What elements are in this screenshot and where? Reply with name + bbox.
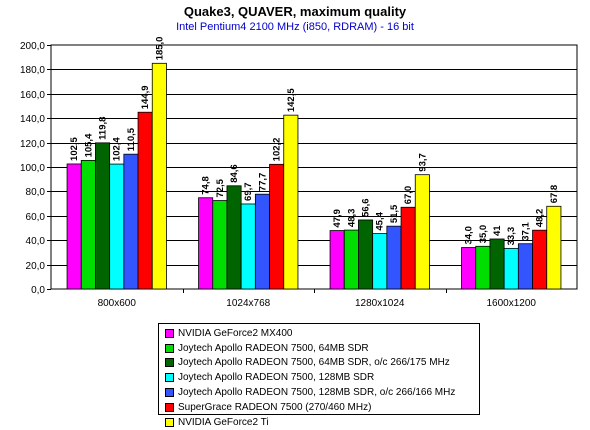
data-label: 35,0: [478, 225, 489, 244]
data-label: 77,7: [257, 173, 268, 192]
legend-item: Joytech Apollo RADEON 7500, 128MB SDR: [165, 370, 479, 385]
data-label: 47,9: [332, 209, 343, 228]
y-tick-label: 80,0: [26, 187, 46, 198]
bar: [386, 225, 402, 290]
x-tick-label: 1024x768: [226, 298, 270, 309]
bar: [80, 160, 96, 290]
y-tick-label: 140,0: [20, 114, 45, 125]
legend-label: NVIDIA GeForce2 MX400: [178, 327, 293, 339]
legend-label: Joytech Apollo RADEON 7500, 64MB SDR: [178, 342, 369, 354]
data-label: 144,9: [140, 85, 151, 109]
bar: [372, 233, 388, 290]
bar: [226, 185, 242, 290]
data-label: 51,5: [389, 204, 400, 223]
bar: [109, 163, 125, 290]
bar: [329, 230, 345, 290]
legend-swatch: [165, 343, 174, 353]
legend-swatch: [165, 388, 174, 398]
bar: [343, 229, 359, 290]
bar: [503, 247, 519, 290]
data-label: 102,4: [112, 137, 123, 161]
bar: [254, 193, 270, 290]
bar: [198, 197, 214, 290]
bar: [95, 142, 111, 290]
bar: [269, 163, 285, 290]
chart-subtitle: Intel Pentium4 2100 MHz (i850, RDRAM) - …: [176, 21, 414, 33]
data-label: 45,4: [375, 211, 386, 230]
y-tick-label: 20,0: [26, 261, 46, 272]
bar: [240, 203, 256, 290]
bar: [461, 247, 477, 290]
data-label: 48,2: [535, 209, 546, 228]
legend-swatch: [165, 328, 174, 338]
bar-chart: 0,0 20,0 40,0 60,0 80,0 100,0 120,0 140,0 160,0 1…: [20, 37, 578, 309]
data-label: 41: [492, 225, 503, 236]
data-label: 67,8: [549, 185, 560, 204]
y-tick-label: 120,0: [20, 139, 45, 150]
legend-swatch: [165, 402, 174, 412]
bar: [489, 238, 505, 290]
chart-legend: NVIDIA GeForce2 MX400 Joytech Apollo RADE…: [158, 323, 480, 428]
data-label: 72,5: [215, 178, 226, 197]
legend-item: Joytech Apollo RADEON 7500, 64MB SDR, o/…: [165, 356, 479, 371]
legend-swatch: [165, 373, 174, 383]
y-tick-label: 160,0: [20, 90, 45, 101]
y-tick-label: 60,0: [26, 212, 46, 223]
legend-item: NVIDIA GeForce2 Ti: [165, 415, 479, 430]
legend-item: NVIDIA GeForce2 MX400: [165, 326, 479, 341]
data-label: 74,8: [201, 176, 212, 195]
legend-item: SuperGrace RADEON 7500 (270/460 MHz): [165, 400, 479, 415]
bar: [414, 174, 430, 290]
data-label: 37,1: [520, 222, 531, 241]
legend-item: Joytech Apollo RADEON 7500, 128MB SDR, o…: [165, 385, 479, 400]
bar: [400, 206, 416, 290]
bar: [283, 114, 299, 290]
y-tick-label: 180,0: [20, 65, 45, 76]
data-label: 105,4: [83, 133, 94, 157]
bar: [151, 62, 167, 290]
y-tick-label: 0,0: [31, 285, 45, 296]
data-label: 102,2: [272, 138, 283, 162]
data-label: 110,5: [126, 127, 137, 151]
y-tick-label: 100,0: [20, 163, 45, 174]
legend-label: Joytech Apollo RADEON 7500, 128MB SDR, o…: [178, 387, 456, 399]
legend-label: SuperGrace RADEON 7500 (270/460 MHz): [178, 401, 372, 413]
data-label: 185,0: [154, 37, 165, 61]
bar: [123, 153, 139, 290]
data-label: 33,3: [506, 227, 517, 246]
bar: [66, 163, 82, 290]
y-tick-label: 200,0: [20, 41, 45, 52]
bar: [532, 229, 548, 290]
legend-label: Joytech Apollo RADEON 7500, 128MB SDR: [178, 372, 375, 384]
data-label: 142,5: [286, 88, 297, 112]
x-tick-label: 800x600: [98, 298, 137, 309]
data-label: 56,6: [361, 198, 372, 217]
legend-item: Joytech Apollo RADEON 7500, 64MB SDR: [165, 341, 479, 356]
bar: [475, 245, 491, 290]
legend-label: NVIDIA GeForce2 Ti: [178, 416, 269, 428]
x-tick-label: 1280x1024: [355, 298, 405, 309]
data-label: 48,3: [346, 209, 357, 228]
legend-swatch: [165, 417, 174, 427]
data-label: 84,6: [229, 164, 240, 183]
bar: [137, 111, 153, 290]
bar: [546, 205, 562, 290]
data-label: 34,0: [464, 226, 475, 245]
y-tick-label: 40,0: [26, 236, 46, 247]
data-label: 67,0: [403, 186, 414, 205]
bar: [212, 200, 228, 290]
legend-swatch: [165, 358, 174, 368]
bar: [358, 219, 374, 290]
data-label: 119,8: [98, 117, 109, 140]
data-label: 69,7: [243, 182, 254, 201]
data-label: 93,7: [417, 153, 428, 172]
legend-label: Joytech Apollo RADEON 7500, 64MB SDR, o/…: [178, 357, 450, 369]
bar: [517, 243, 533, 290]
chart-title: Quake3, QUAVER, maximum quality: [183, 4, 407, 19]
x-tick-label: 1600x1200: [487, 298, 537, 309]
data-label: 102,5: [69, 136, 80, 160]
